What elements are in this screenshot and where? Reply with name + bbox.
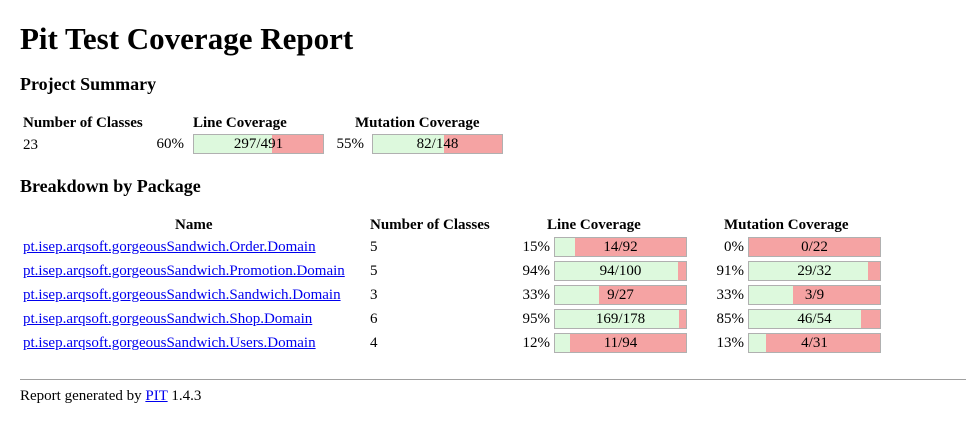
coverage-bar-fill xyxy=(373,135,445,153)
coverage-bar-fill xyxy=(555,334,571,352)
package-classes: 4 xyxy=(370,335,378,351)
coverage-bar-fill xyxy=(555,238,575,256)
breakdown-header-line-coverage: Line Coverage xyxy=(547,217,641,233)
package-mutation-percent: 13% xyxy=(716,335,745,351)
package-mutation-percent: 85% xyxy=(716,311,745,327)
package-line-coverage-bar: 14/92 xyxy=(554,237,687,257)
package-mutation-coverage-bar: 0/22 xyxy=(748,237,881,257)
package-line-percent: 94% xyxy=(522,263,551,279)
coverage-bar-fill xyxy=(555,286,599,304)
package-line-percent: 33% xyxy=(522,287,551,303)
package-line-percent: 15% xyxy=(522,239,551,255)
summary-mutation-coverage-bar: 82/148 xyxy=(372,134,503,154)
package-mutation-coverage-bar: 3/9 xyxy=(748,285,881,305)
footer-version: 1.4.3 xyxy=(171,388,202,404)
package-mutation-percent: 0% xyxy=(724,239,744,255)
package-mutation-coverage-label: 4/31 xyxy=(801,335,828,351)
summary-mutation-coverage-label: 82/148 xyxy=(416,136,459,152)
package-classes: 6 xyxy=(370,311,378,327)
package-line-coverage-label: 14/92 xyxy=(603,239,638,255)
package-classes: 3 xyxy=(370,287,378,303)
package-classes: 5 xyxy=(370,263,378,279)
package-mutation-coverage-label: 0/22 xyxy=(801,239,828,255)
project-summary-heading: Project Summary xyxy=(20,74,157,94)
summary-header-classes: Number of Classes xyxy=(23,115,143,131)
summary-mutation-percent: 55% xyxy=(336,136,365,152)
coverage-bar-fill xyxy=(555,310,680,328)
package-mutation-coverage-label: 29/32 xyxy=(797,263,832,279)
package-line-coverage-label: 11/94 xyxy=(603,335,638,351)
package-mutation-coverage-bar: 29/32 xyxy=(748,261,881,281)
breakdown-header-classes: Number of Classes xyxy=(370,217,490,233)
package-line-coverage-bar: 9/27 xyxy=(554,285,687,305)
breakdown-header-name: Name xyxy=(175,217,213,233)
summary-header-mutation-coverage: Mutation Coverage xyxy=(355,115,480,131)
summary-line-coverage-bar: 297/491 xyxy=(193,134,324,154)
package-line-coverage-bar: 94/100 xyxy=(554,261,687,281)
pit-link[interactable]: PIT xyxy=(145,388,168,404)
package-line-coverage-label: 94/100 xyxy=(599,263,642,279)
package-link[interactable]: pt.isep.arqsoft.gorgeousSandwich.Sandwic… xyxy=(23,287,341,303)
coverage-bar-fill xyxy=(749,262,868,280)
package-link[interactable]: pt.isep.arqsoft.gorgeousSandwich.Users.D… xyxy=(23,335,316,351)
package-link[interactable]: pt.isep.arqsoft.gorgeousSandwich.Shop.Do… xyxy=(23,311,313,327)
coverage-bar-fill xyxy=(555,262,679,280)
coverage-bar-fill xyxy=(749,286,793,304)
package-mutation-coverage-label: 46/54 xyxy=(797,311,832,327)
footer-prefix: Report generated by xyxy=(20,388,142,404)
package-mutation-coverage-label: 3/9 xyxy=(804,287,825,303)
package-link[interactable]: pt.isep.arqsoft.gorgeousSandwich.Promoti… xyxy=(23,263,345,279)
package-line-coverage-bar: 11/94 xyxy=(554,333,687,353)
package-line-coverage-label: 9/27 xyxy=(607,287,634,303)
package-link[interactable]: pt.isep.arqsoft.gorgeousSandwich.Order.D… xyxy=(23,239,316,255)
coverage-bar-fill xyxy=(194,135,273,153)
package-line-coverage-bar: 169/178 xyxy=(554,309,687,329)
summary-header-line-coverage: Line Coverage xyxy=(193,115,287,131)
breakdown-header-mutation-coverage: Mutation Coverage xyxy=(724,217,849,233)
coverage-bar-fill xyxy=(749,310,861,328)
footer: Report generated by PIT 1.4.3 xyxy=(20,387,201,405)
breakdown-heading: Breakdown by Package xyxy=(20,176,201,196)
package-mutation-percent: 91% xyxy=(716,263,745,279)
summary-line-coverage-label: 297/491 xyxy=(233,136,284,152)
package-line-percent: 12% xyxy=(522,335,551,351)
summary-classes-value: 23 xyxy=(23,137,38,153)
footer-divider xyxy=(20,379,966,380)
package-mutation-coverage-bar: 46/54 xyxy=(748,309,881,329)
package-mutation-coverage-bar: 4/31 xyxy=(748,333,881,353)
package-classes: 5 xyxy=(370,239,378,255)
summary-line-percent: 60% xyxy=(156,136,185,152)
coverage-bar-fill xyxy=(749,334,766,352)
package-line-coverage-label: 169/178 xyxy=(595,311,646,327)
package-mutation-percent: 33% xyxy=(716,287,745,303)
package-line-percent: 95% xyxy=(522,311,551,327)
page-title: Pit Test Coverage Report xyxy=(20,21,354,56)
